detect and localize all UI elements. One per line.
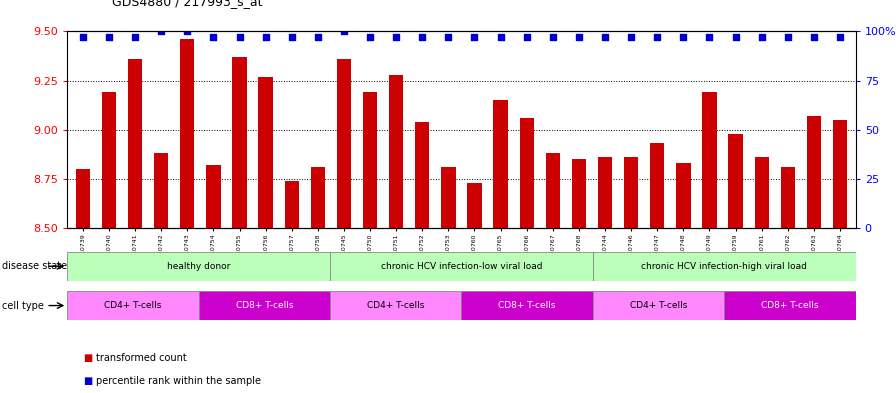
Bar <box>67 291 199 320</box>
Point <box>780 34 795 40</box>
Bar <box>102 92 116 228</box>
Bar <box>598 157 612 228</box>
Text: disease state: disease state <box>2 261 67 271</box>
Point <box>389 34 403 40</box>
Point <box>754 34 769 40</box>
Bar <box>258 77 272 228</box>
Bar <box>546 153 560 228</box>
Point <box>285 34 299 40</box>
Point <box>102 34 116 40</box>
Bar <box>724 291 856 320</box>
Bar <box>232 57 246 228</box>
Bar <box>624 157 638 228</box>
Point <box>833 34 848 40</box>
Bar <box>128 59 142 228</box>
Point <box>232 34 246 40</box>
Bar <box>468 183 482 228</box>
Point <box>572 34 586 40</box>
Text: CD4+ T-cells: CD4+ T-cells <box>630 301 687 310</box>
Text: percentile rank within the sample: percentile rank within the sample <box>96 376 261 386</box>
Point <box>415 34 429 40</box>
Point <box>546 34 560 40</box>
Bar <box>520 118 534 228</box>
Text: CD4+ T-cells: CD4+ T-cells <box>367 301 425 310</box>
Point <box>363 34 377 40</box>
Point <box>650 34 665 40</box>
Bar <box>180 39 194 228</box>
Bar <box>728 134 743 228</box>
Text: CD8+ T-cells: CD8+ T-cells <box>236 301 293 310</box>
Text: transformed count: transformed count <box>96 353 186 363</box>
Point <box>441 34 455 40</box>
Text: CD8+ T-cells: CD8+ T-cells <box>498 301 556 310</box>
Text: chronic HCV infection-high viral load: chronic HCV infection-high viral load <box>642 262 807 271</box>
Bar <box>833 120 848 228</box>
Bar <box>806 116 821 228</box>
Bar <box>494 100 508 228</box>
Point <box>702 34 717 40</box>
Point <box>258 34 272 40</box>
Bar <box>285 181 299 228</box>
Point <box>806 34 821 40</box>
Bar <box>780 167 795 228</box>
Bar <box>593 252 856 281</box>
Bar <box>572 159 586 228</box>
Text: chronic HCV infection-low viral load: chronic HCV infection-low viral load <box>381 262 542 271</box>
Point <box>624 34 638 40</box>
Bar <box>754 157 769 228</box>
Bar <box>337 59 351 228</box>
Point <box>75 34 90 40</box>
Bar <box>650 143 665 228</box>
Bar <box>415 122 429 228</box>
Point <box>337 28 351 35</box>
Text: GDS4880 / 217993_s_at: GDS4880 / 217993_s_at <box>112 0 263 8</box>
Point <box>468 34 482 40</box>
Text: CD8+ T-cells: CD8+ T-cells <box>762 301 819 310</box>
Text: ■: ■ <box>83 353 92 363</box>
Point <box>728 34 743 40</box>
Point <box>598 34 612 40</box>
Point <box>206 34 220 40</box>
Point <box>520 34 534 40</box>
Bar <box>206 165 220 228</box>
Bar <box>75 169 90 228</box>
Text: cell type: cell type <box>2 301 44 310</box>
Point <box>154 28 168 35</box>
Bar <box>199 291 330 320</box>
Bar <box>702 92 717 228</box>
Point <box>180 28 194 35</box>
Bar <box>311 167 325 228</box>
Bar <box>593 291 724 320</box>
Text: ■: ■ <box>83 376 92 386</box>
Point <box>494 34 508 40</box>
Bar <box>67 252 330 281</box>
Bar <box>330 252 593 281</box>
Text: CD4+ T-cells: CD4+ T-cells <box>104 301 161 310</box>
Bar <box>389 75 403 228</box>
Bar <box>461 291 593 320</box>
Text: healthy donor: healthy donor <box>167 262 230 271</box>
Bar <box>330 291 461 320</box>
Bar <box>441 167 455 228</box>
Bar <box>154 153 168 228</box>
Bar <box>676 163 691 228</box>
Point <box>311 34 325 40</box>
Point <box>128 34 142 40</box>
Bar <box>363 92 377 228</box>
Point <box>676 34 691 40</box>
